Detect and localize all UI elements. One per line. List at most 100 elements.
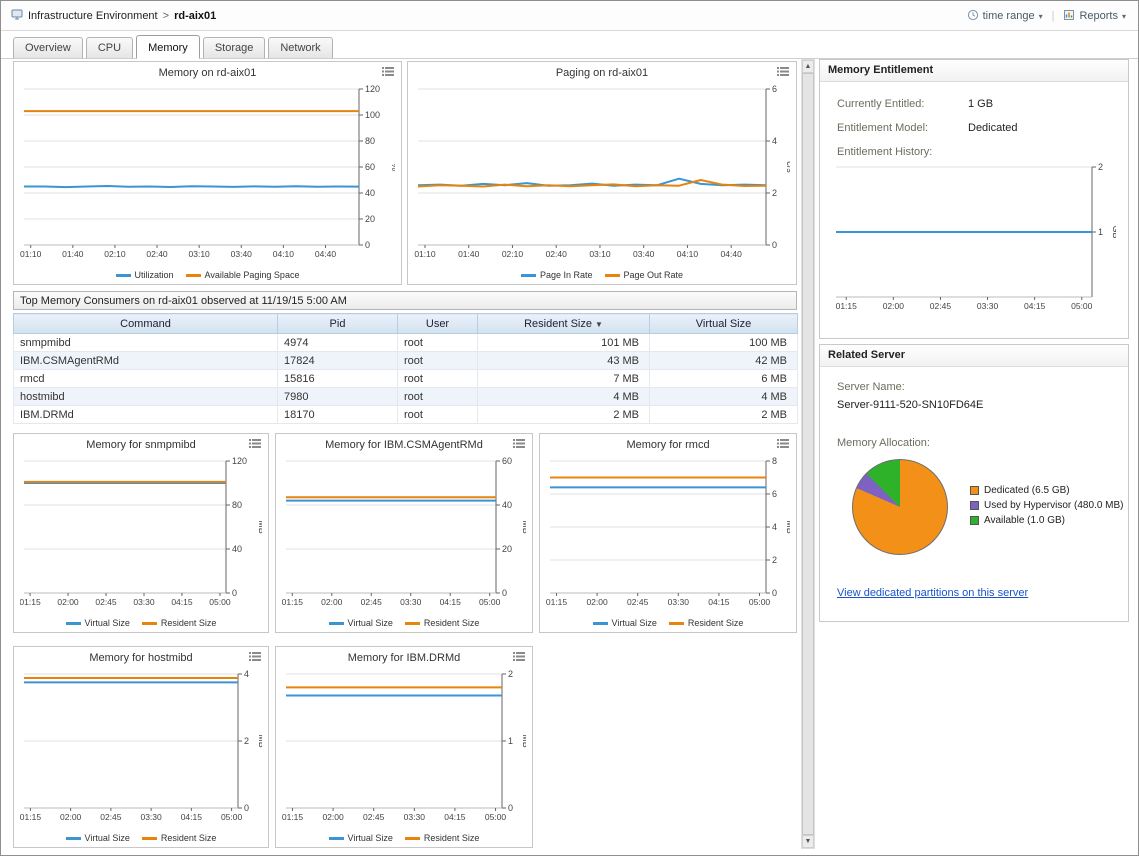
svg-text:03:30: 03:30: [400, 597, 422, 607]
svg-text:02:45: 02:45: [95, 597, 117, 607]
chart-menu-icon[interactable]: [249, 651, 263, 663]
line-chart[interactable]: 0 20 40 60 80 100 120 01:10 01:40 02:10 02:40 03:10…: [20, 84, 400, 260]
chart-menu-icon[interactable]: [777, 438, 791, 450]
legend-label: Resident Size: [423, 618, 480, 628]
svg-text:02:45: 02:45: [930, 301, 952, 311]
cell-command: rmcd: [13, 369, 278, 388]
memory-allocation-pie-chart[interactable]: [852, 459, 948, 555]
vertical-scrollbar[interactable]: ▲ ▼: [801, 59, 815, 849]
cell-command: IBM.CSMAgentRMd: [13, 351, 278, 370]
chart-legend: Virtual Size Resident Size: [276, 618, 532, 628]
top-memory-consumers-panel: Top Memory Consumers on rd-aix01 observe…: [13, 291, 798, 424]
cell-virtual-size: 100 MB: [649, 333, 798, 352]
svg-text:0: 0: [502, 588, 507, 598]
line-chart[interactable]: 0 2 4 6 01:10 01:40 02:10 02:40 03:10 03:40 04:10 0…: [414, 84, 795, 260]
svg-text:04:15: 04:15: [171, 597, 193, 607]
chevron-down-icon: ▾: [1038, 11, 1043, 21]
svg-text:MB: MB: [785, 520, 790, 534]
tab-network[interactable]: Network: [268, 37, 333, 59]
svg-text:01:15: 01:15: [282, 597, 303, 607]
svg-text:4: 4: [772, 522, 777, 532]
panel-title: Related Server: [820, 345, 1128, 367]
chart-legend: Page In Rate Page Out Rate: [408, 270, 796, 280]
reports-control[interactable]: Reports ▾: [1063, 9, 1126, 24]
column-header-user[interactable]: User: [397, 313, 478, 334]
breadcrumb-root-link[interactable]: Infrastructure Environment: [28, 10, 158, 22]
tab-overview[interactable]: Overview: [13, 37, 83, 59]
svg-text:01:10: 01:10: [414, 249, 436, 259]
chart-menu-icon[interactable]: [382, 66, 396, 78]
line-chart[interactable]: 0 2 4 01:15 02:00 02:45 03:30 04:15 05:00 MB: [20, 669, 267, 823]
cell-virtual-size: 42 MB: [649, 351, 798, 370]
svg-text:80: 80: [365, 136, 375, 146]
svg-text:GB: GB: [1111, 225, 1116, 238]
svg-text:0: 0: [772, 588, 777, 598]
cell-user: root: [397, 387, 478, 406]
memory-entitlement-panel: Memory Entitlement Currently Entitled: 1…: [819, 59, 1129, 339]
legend-swatch: [604, 273, 620, 277]
related-server-panel: Related Server Server Name: Server-9111-…: [819, 344, 1129, 622]
view-partitions-link[interactable]: View dedicated partitions on this server: [837, 587, 1029, 599]
svg-text:02:00: 02:00: [586, 597, 608, 607]
table-row[interactable]: rmcd 15816 root 7 MB 6 MB: [13, 369, 798, 388]
legend-swatch: [404, 836, 420, 840]
csmagent-chart-panel: Memory for IBM.CSMAgentRMd 0 20 40 60 01:15 0…: [275, 433, 533, 633]
chart-menu-icon[interactable]: [249, 438, 263, 450]
svg-text:04:15: 04:15: [181, 812, 203, 822]
chart-title: Memory for rmcd: [626, 439, 710, 451]
svg-text:2: 2: [244, 736, 249, 746]
column-header-command[interactable]: Command: [13, 313, 278, 334]
svg-text:04:15: 04:15: [1024, 301, 1046, 311]
column-header-pid[interactable]: Pid: [277, 313, 398, 334]
currently-entitled-value: 1 GB: [968, 98, 994, 110]
legend-label: Page Out Rate: [623, 270, 684, 280]
svg-text:04:10: 04:10: [273, 249, 295, 259]
svg-text:MB: MB: [521, 734, 526, 748]
line-chart[interactable]: 0 20 40 60 01:15 02:00 02:45 03:30 04:15 05:00 MB: [282, 456, 531, 608]
tab-label: Network: [280, 42, 321, 54]
chart-title: Memory for IBM.DRMd: [347, 652, 461, 664]
table-header-row: Command Pid User Resident Size ▼ Virtual …: [13, 313, 798, 334]
legend-swatch: [668, 621, 684, 625]
tab-cpu[interactable]: CPU: [85, 37, 134, 59]
svg-text:0: 0: [365, 240, 370, 250]
svg-text:05:00: 05:00: [1071, 301, 1093, 311]
table-row[interactable]: hostmibd 7980 root 4 MB 4 MB: [13, 387, 798, 406]
chart-menu-icon[interactable]: [513, 438, 527, 450]
chart-menu-icon[interactable]: [513, 651, 527, 663]
line-chart[interactable]: 0 40 80 120 01:15 02:00 02:45 03:30 04:15 05:00 MB: [19, 456, 267, 608]
table-row[interactable]: snmpmibd 4974 root 101 MB 100 MB: [13, 333, 798, 352]
legend-label: Available Paging Space: [204, 270, 300, 280]
scroll-down-arrow[interactable]: ▼: [802, 835, 814, 848]
svg-text:04:40: 04:40: [721, 249, 743, 259]
table-row[interactable]: IBM.DRMd 18170 root 2 MB 2 MB: [13, 405, 798, 424]
chart-title: Memory for snmpmibd: [86, 439, 196, 451]
column-header-resident-size[interactable]: Resident Size ▼: [477, 313, 650, 334]
entitlement-history-chart[interactable]: 1 2 01:15 02:00 02:45 03:30 04:15 05:00 GB: [832, 162, 1121, 312]
svg-text:60: 60: [502, 456, 512, 466]
time-range-control[interactable]: time range ▾: [967, 9, 1043, 24]
tab-storage[interactable]: Storage: [202, 37, 266, 59]
svg-text:02:10: 02:10: [104, 249, 126, 259]
scroll-up-arrow[interactable]: ▲: [802, 60, 814, 73]
column-header-virtual-size[interactable]: Virtual Size: [649, 313, 798, 334]
svg-text:MB: MB: [521, 520, 526, 534]
chart-menu-icon[interactable]: [777, 66, 791, 78]
svg-text:6: 6: [772, 84, 777, 94]
svg-text:MB: MB: [257, 734, 262, 748]
consumers-table: Command Pid User Resident Size ▼ Virtual …: [13, 313, 798, 424]
svg-text:0: 0: [232, 588, 237, 598]
tab-memory[interactable]: Memory: [136, 35, 200, 59]
tab-label: CPU: [97, 42, 122, 54]
svg-text:2: 2: [772, 555, 777, 565]
line-chart[interactable]: 0 1 2 01:15 02:00 02:45 03:30 04:15 05:00 MB: [282, 669, 531, 823]
line-chart[interactable]: 0 2 4 6 8 01:15 02:00 02:45 03:30 04:15 05:00 MB: [546, 456, 795, 608]
column-label: Command: [120, 317, 171, 330]
svg-text:20: 20: [365, 214, 375, 224]
scrollbar-thumb[interactable]: [802, 73, 814, 835]
breadcrumb-separator: >: [162, 10, 170, 22]
svg-text:01:15: 01:15: [836, 301, 858, 311]
cell-pid: 4974: [277, 333, 398, 352]
table-row[interactable]: IBM.CSMAgentRMd 17824 root 43 MB 42 MB: [13, 351, 798, 370]
legend-swatch: [141, 621, 157, 625]
